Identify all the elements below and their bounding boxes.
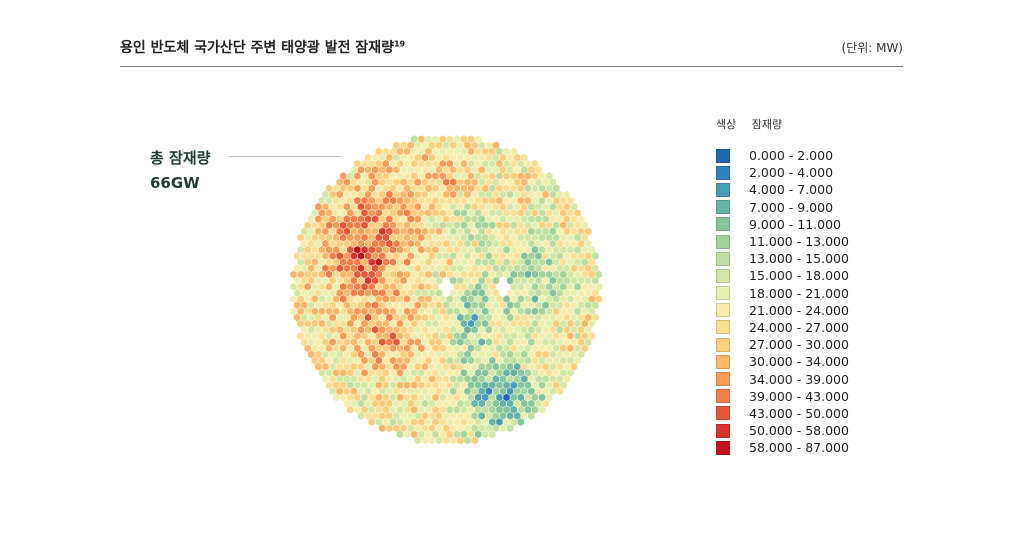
legend-swatch xyxy=(716,440,730,455)
legend-swatch xyxy=(716,200,730,215)
legend-label: 4.000 - 7.000 xyxy=(749,182,834,198)
legend-label: 11.000 - 13.000 xyxy=(749,234,849,250)
legend-label: 13.000 - 15.000 xyxy=(749,251,849,267)
legend-swatch xyxy=(716,354,730,369)
legend-swatch xyxy=(716,423,730,438)
hex-cell xyxy=(396,429,404,439)
total-potential-label: 총 잠재량 xyxy=(150,149,211,167)
legend-label: 43.000 - 50.000 xyxy=(749,405,849,421)
legend-label: 0.000 - 2.000 xyxy=(749,148,834,164)
legend-label: 30.000 - 34.000 xyxy=(749,354,849,370)
legend-swatch xyxy=(716,337,730,352)
title-text: 용인 반도체 국가산단 주변 태양광 발전 잠재량 xyxy=(120,40,394,56)
hex-cell xyxy=(449,436,458,445)
legend-item: 34.000 - 39.000 xyxy=(716,370,849,387)
legend-swatch xyxy=(716,251,730,266)
legend-swatch xyxy=(716,406,730,421)
legend-label: 34.000 - 39.000 xyxy=(749,371,849,387)
legend-label: 2.000 - 4.000 xyxy=(749,165,834,181)
legend-item: 15.000 - 18.000 xyxy=(716,267,849,284)
legend: 색상 잠재량 0.000 - 2.000 2.000 - 4.000 4.000 -… xyxy=(716,116,849,456)
legend-swatch xyxy=(716,234,730,249)
legend-label: 15.000 - 18.000 xyxy=(749,268,849,284)
hex-cell xyxy=(435,436,443,445)
unit-label: (단위: MW) xyxy=(841,41,903,55)
hex-cell xyxy=(414,436,422,445)
hex-cell xyxy=(517,417,525,427)
legend-item: 30.000 - 34.000 xyxy=(716,353,849,370)
legend-item: 11.000 - 13.000 xyxy=(716,233,849,250)
page-title: 용인 반도체 국가산단 주변 태양광 발전 잠재량19 xyxy=(120,37,405,57)
hex-cell xyxy=(428,436,436,445)
legend-swatch xyxy=(716,303,730,318)
legend-item: 50.000 - 58.000 xyxy=(716,422,849,439)
legend-label: 21.000 - 24.000 xyxy=(749,302,849,318)
legend-item: 18.000 - 21.000 xyxy=(716,285,849,302)
hex-cell xyxy=(367,417,376,427)
hex-cell xyxy=(481,429,490,439)
hex-cell xyxy=(499,423,507,433)
hex-cell xyxy=(403,429,411,439)
hexbin-map xyxy=(288,131,604,447)
hex-cell xyxy=(538,405,546,415)
legend-items: 0.000 - 2.000 2.000 - 4.000 4.000 - 7.000 7… xyxy=(716,147,849,456)
legend-header: 색상 잠재량 xyxy=(716,116,849,132)
legend-item: 43.000 - 50.000 xyxy=(716,405,849,422)
legend-value-header: 잠재량 xyxy=(751,118,783,131)
legend-item: 21.000 - 24.000 xyxy=(716,302,849,319)
legend-label: 24.000 - 27.000 xyxy=(749,319,849,335)
legend-label: 18.000 - 21.000 xyxy=(749,285,849,301)
legend-swatch xyxy=(716,148,730,163)
hex-cell xyxy=(385,423,394,433)
hex-cell xyxy=(346,405,355,415)
hex-cell xyxy=(442,436,451,445)
legend-item: 7.000 - 9.000 xyxy=(716,199,849,216)
legend-label: 7.000 - 9.000 xyxy=(749,199,834,215)
hex-cell xyxy=(506,423,514,433)
legend-label: 58.000 - 87.000 xyxy=(749,440,849,456)
legend-swatch xyxy=(716,389,730,404)
legend-item: 13.000 - 15.000 xyxy=(716,250,849,267)
hex-cell xyxy=(456,436,465,445)
hex-cell xyxy=(527,411,536,421)
hex-cell xyxy=(470,436,479,445)
legend-swatch xyxy=(716,320,730,335)
header-divider xyxy=(120,66,903,67)
legend-label: 50.000 - 58.000 xyxy=(749,423,849,439)
legend-item: 58.000 - 87.000 xyxy=(716,439,849,456)
total-potential-value: 66GW xyxy=(150,174,200,192)
hex-cell xyxy=(378,423,387,433)
legend-item: 0.000 - 2.000 xyxy=(716,147,849,164)
legend-item: 24.000 - 27.000 xyxy=(716,319,849,336)
legend-item: 39.000 - 43.000 xyxy=(716,388,849,405)
hex-cell xyxy=(488,429,497,439)
hex-cell xyxy=(463,436,472,445)
hexbin-map-svg xyxy=(289,134,603,445)
legend-label: 27.000 - 30.000 xyxy=(749,337,849,353)
legend-item: 2.000 - 4.000 xyxy=(716,164,849,181)
legend-swatch xyxy=(716,286,730,301)
legend-swatch xyxy=(716,372,730,387)
legend-swatch xyxy=(716,268,730,283)
legend-item: 9.000 - 11.000 xyxy=(716,216,849,233)
legend-swatch xyxy=(716,217,730,232)
legend-swatch xyxy=(716,165,730,180)
hex-cell xyxy=(357,411,365,421)
leader-line xyxy=(229,156,341,157)
hex-cell xyxy=(421,436,429,445)
hex-cell xyxy=(332,393,340,402)
legend-label: 39.000 - 43.000 xyxy=(749,388,849,404)
hex-cell xyxy=(556,386,564,396)
legend-item: 27.000 - 30.000 xyxy=(716,336,849,353)
legend-swatch xyxy=(716,182,730,197)
title-footnote: 19 xyxy=(393,39,406,49)
legend-label: 9.000 - 11.000 xyxy=(749,216,841,232)
legend-color-header: 색상 xyxy=(716,118,737,131)
legend-item: 4.000 - 7.000 xyxy=(716,181,849,198)
